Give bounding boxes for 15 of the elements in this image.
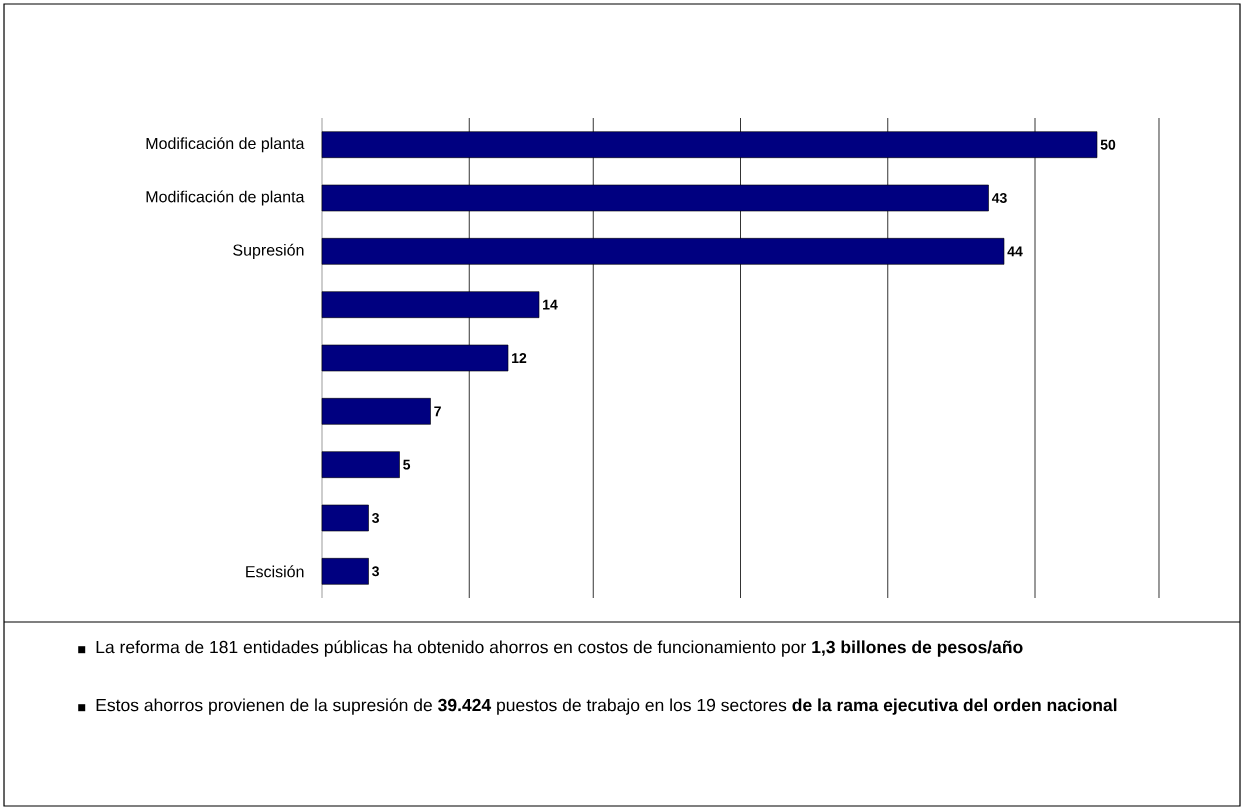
data-label: 43 bbox=[991, 193, 1007, 203]
data-label: 12 bbox=[512, 353, 527, 363]
data-label: 14 bbox=[543, 299, 558, 310]
data-label: 5 bbox=[403, 459, 411, 470]
y-tick-label: Modificación de planta bbox=[146, 137, 305, 153]
text: La reforma de 181 entidades públicas ha obtenido ahorros en costos de funcionamiento por 1,3 billones de pesos/año bbox=[96, 640, 1023, 657]
y-tick-label: Supresión bbox=[233, 243, 304, 259]
data-label: 3 bbox=[372, 513, 379, 523]
text: Estos ahorros provienen de la supresión de 39.424 puestos de trabajo en los 19 sectores de la rama ejecutiva del orden nacional bbox=[96, 698, 1117, 715]
data-label: 44 bbox=[1007, 246, 1023, 257]
y-tick-label: Escisión bbox=[246, 565, 304, 578]
data-label: 7 bbox=[434, 406, 441, 417]
data-label: 50 bbox=[1100, 139, 1116, 150]
data-label: 3 bbox=[372, 566, 379, 577]
y-tick-label: Modificación de planta bbox=[146, 190, 305, 206]
